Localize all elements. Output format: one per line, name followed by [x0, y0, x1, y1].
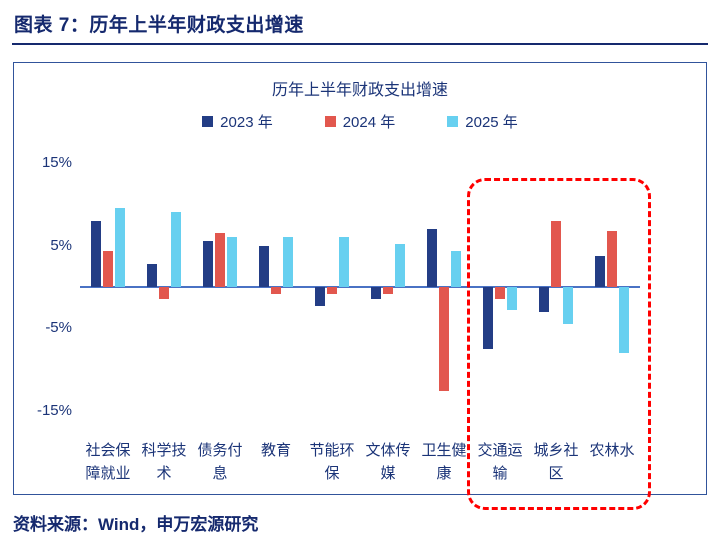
x-axis-category-label: 节能环保 [304, 440, 360, 485]
x-axis-category-label: 城乡社区 [528, 440, 584, 485]
bar-2025年-交通运输 [507, 287, 517, 311]
bar-2024年-农林水 [607, 230, 617, 287]
legend-label: 2024 年 [342, 114, 396, 131]
figure-header: 图表 7：历年上半年财政支出增速 [12, 0, 708, 45]
legend-item: 2025 年 [447, 111, 518, 132]
bar-2024年-科学技术 [159, 287, 169, 300]
plot-area: 15% 5% -5% -15% 社会保障就业 科学技术 债务付息 教育 节能环保 文体传媒 卫生健康… [37, 142, 651, 510]
legend-swatch [324, 116, 336, 127]
bar-2023年-交通运输 [483, 287, 493, 350]
x-axis-category-label: 教育 [248, 440, 304, 463]
bar-2024年-卫生健康 [439, 287, 449, 391]
bar-2025年-科学技术 [171, 212, 181, 287]
x-axis-zero-line [80, 286, 640, 288]
chart-title: 历年上半年财政支出增速 [271, 82, 448, 99]
x-axis-category-text: 农林水 [589, 442, 635, 459]
x-axis-category-label: 科学技术 [136, 440, 192, 485]
x-axis-category-label: 卫生健康 [416, 440, 472, 485]
bar-2023年-农林水 [595, 255, 605, 287]
bar-2024年-教育 [271, 287, 281, 294]
bar-2023年-教育 [259, 245, 269, 287]
y-axis-tick-label: 5% [50, 236, 72, 254]
chart-legend: 2023 年 2024 年 2025 年 [14, 111, 706, 132]
bar-2024年-文体传媒 [383, 287, 393, 294]
legend-item: 2023 年 [202, 111, 273, 132]
x-axis-category-text: 文体传媒 [365, 442, 411, 482]
bar-2023年-城乡社区 [539, 287, 549, 312]
bar-2024年-节能环保 [327, 287, 337, 294]
x-axis-category-text: 节能环保 [309, 442, 355, 482]
x-axis-category-label: 交通运输 [472, 440, 528, 485]
bar-2023年-债务付息 [203, 241, 213, 287]
bar-2025年-卫生健康 [451, 251, 461, 287]
bar-2025年-教育 [283, 237, 293, 287]
x-axis-category-label: 文体传媒 [360, 440, 416, 485]
bar-2025年-农林水 [619, 287, 629, 354]
bar-2023年-文体传媒 [371, 287, 381, 300]
bar-2023年-科学技术 [147, 263, 157, 287]
legend-label: 2025 年 [465, 114, 518, 131]
bar-2023年-社会保障就业 [91, 220, 101, 287]
bar-2024年-城乡社区 [551, 220, 561, 287]
y-axis-tick-label: -5% [45, 319, 72, 337]
x-axis-category-text: 债务付息 [197, 442, 243, 482]
x-axis-category-label: 债务付息 [192, 440, 248, 485]
legend-swatch [447, 116, 459, 127]
legend-label: 2023 年 [220, 114, 273, 131]
x-axis-category-text: 科学技术 [141, 442, 187, 482]
bar-2025年-债务付息 [227, 237, 237, 287]
bar-2025年-节能环保 [339, 237, 349, 287]
y-axis-tick-label: -15% [36, 402, 72, 420]
legend-swatch [202, 116, 214, 127]
x-axis-category-text: 城乡社区 [533, 442, 579, 482]
bar-2023年-卫生健康 [427, 229, 437, 287]
chart-panel: 历年上半年财政支出增速 2023 年 2024 年 2025 年 15% 5% -5% -… [13, 62, 707, 510]
bar-2024年-社会保障就业 [103, 251, 113, 287]
figure-title: 图表 7：历年上半年财政支出增速 [14, 15, 304, 36]
bar-2025年-文体传媒 [395, 243, 405, 287]
bar-2023年-节能环保 [315, 287, 325, 307]
legend-item: 2024 年 [324, 111, 396, 132]
bar-2025年-城乡社区 [563, 287, 573, 325]
x-axis-category-text: 教育 [260, 442, 291, 459]
x-axis-category-text: 社会保障就业 [85, 442, 131, 482]
bar-2024年-交通运输 [495, 287, 505, 300]
source-note: 资料来源：Wind，申万宏源研究 [13, 515, 259, 534]
bar-2025年-社会保障就业 [115, 208, 125, 287]
x-axis-category-label: 社会保障就业 [80, 440, 136, 485]
x-axis-category-text: 卫生健康 [421, 442, 467, 482]
bar-2024年-债务付息 [215, 233, 225, 287]
x-axis-category-label: 农林水 [584, 440, 640, 463]
y-axis-tick-label: 15% [41, 153, 72, 171]
x-axis-category-text: 交通运输 [477, 442, 523, 482]
